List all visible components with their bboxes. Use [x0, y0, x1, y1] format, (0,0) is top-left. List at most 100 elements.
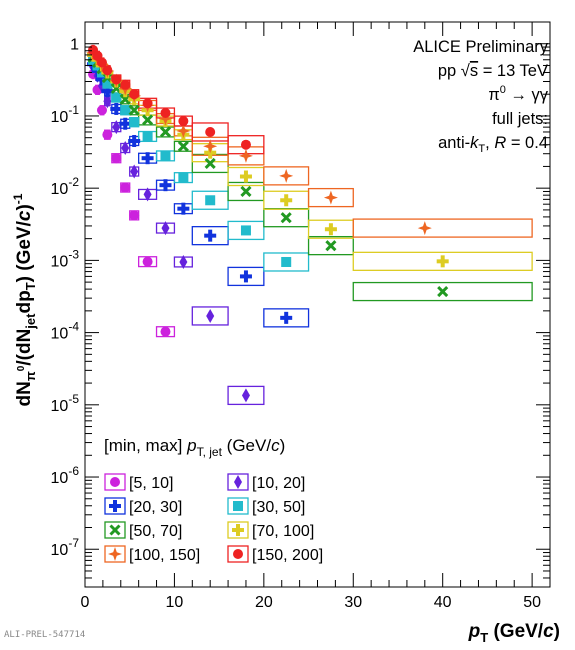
data-point [110, 102, 123, 115]
data-point [143, 187, 152, 202]
data-point [121, 140, 130, 155]
marker-star [279, 168, 294, 183]
marker-diamond [161, 221, 170, 236]
legend-label: [50, 70] [129, 523, 182, 540]
marker-cross-v [236, 524, 240, 536]
marker-square [120, 105, 131, 116]
data-point [120, 105, 131, 116]
marker-x-b [280, 212, 292, 224]
marker-cross-v [99, 73, 104, 86]
legend-swatch-marker [233, 501, 243, 511]
data-point [120, 182, 131, 193]
data-point [179, 254, 188, 269]
data-point [112, 120, 121, 135]
systematic-boxes [91, 44, 533, 406]
x-tick-label: 40 [434, 594, 452, 611]
data-point [160, 107, 171, 118]
data-point [160, 150, 171, 161]
legend-item: [100, 150] [104, 545, 200, 564]
data-point [281, 256, 292, 267]
marker-circle [111, 74, 122, 85]
marker-cross-v [284, 194, 289, 207]
data-point [205, 126, 216, 137]
data-point [325, 240, 337, 252]
x-tick-label: 0 [81, 594, 90, 611]
marker-star [323, 190, 338, 205]
marker-square [102, 78, 113, 89]
data-point [95, 73, 108, 86]
marker-circle [205, 126, 216, 137]
marker-cross-v [243, 170, 248, 183]
data-point [128, 134, 141, 147]
legend-swatch-box [227, 473, 249, 491]
legend-item: [5, 10] [104, 473, 173, 492]
marker-x-b [240, 185, 252, 198]
data-point [130, 164, 139, 179]
syst-box [227, 220, 265, 241]
data-point [436, 255, 449, 268]
y-tick-label: 10-6 [51, 464, 80, 487]
marker-diamond [143, 187, 152, 202]
marker-square [129, 117, 140, 128]
data-point [323, 190, 338, 205]
marker-star [417, 221, 432, 236]
legend-swatch-box [227, 521, 249, 539]
data-point [280, 212, 292, 224]
marker-star [238, 148, 253, 163]
legend-item: [50, 70] [104, 521, 182, 540]
marker-x-b [325, 240, 337, 252]
data-point [203, 139, 218, 154]
marker-x-b [437, 286, 449, 298]
marker-square [111, 92, 122, 103]
syst-box [263, 252, 310, 272]
data-point [176, 123, 191, 138]
marker-cross-v [181, 202, 186, 215]
y-tick-label: 10-1 [51, 103, 80, 126]
legend-item: [70, 100] [227, 521, 314, 540]
data-point [142, 114, 154, 126]
marker-cross-v [145, 152, 150, 165]
data-point [241, 388, 250, 403]
data-markers [86, 44, 449, 403]
data-point [204, 157, 216, 170]
data-point [160, 326, 171, 337]
data-point [142, 131, 153, 142]
syst-box [307, 235, 354, 256]
marker-circle [142, 98, 153, 109]
data-point [161, 221, 170, 236]
x-tick-label: 50 [523, 594, 541, 611]
marker-circle [111, 153, 122, 164]
data-point [238, 148, 253, 163]
y-tick-label: 1 [70, 37, 79, 54]
marker-square [142, 131, 153, 142]
syst-box [352, 281, 533, 302]
legend: [min, max] pT, jet (GeV/c) [5, 10] [10, 2… [104, 436, 323, 564]
marker-star [203, 139, 218, 154]
legend-label: [150, 200] [252, 547, 323, 564]
data-point [142, 256, 153, 267]
marker-square [205, 195, 216, 206]
legend-swatch-marker [110, 477, 120, 487]
data-point [279, 168, 294, 183]
annotation-energy: pp √s = 13 TeV [438, 62, 548, 80]
marker-star [158, 111, 173, 126]
data-point [204, 229, 217, 242]
legend-item: [20, 30] [104, 497, 182, 516]
legend-swatch-marker [109, 500, 121, 512]
marker-cross-v [328, 223, 333, 236]
legend-swatch-marker [108, 547, 122, 561]
marker-circle [129, 89, 140, 100]
marker-x-b [142, 114, 154, 126]
legend-swatch-marker [234, 475, 242, 489]
marker-circle [233, 549, 243, 559]
data-point [111, 153, 122, 164]
data-point [120, 79, 131, 90]
syst-box [352, 218, 533, 238]
marker-x-b [109, 524, 121, 536]
annotation-jets: full jets: [492, 110, 548, 128]
data-point [119, 117, 132, 130]
syst-box [191, 306, 229, 326]
data-point [102, 65, 113, 76]
marker-square [240, 225, 251, 236]
